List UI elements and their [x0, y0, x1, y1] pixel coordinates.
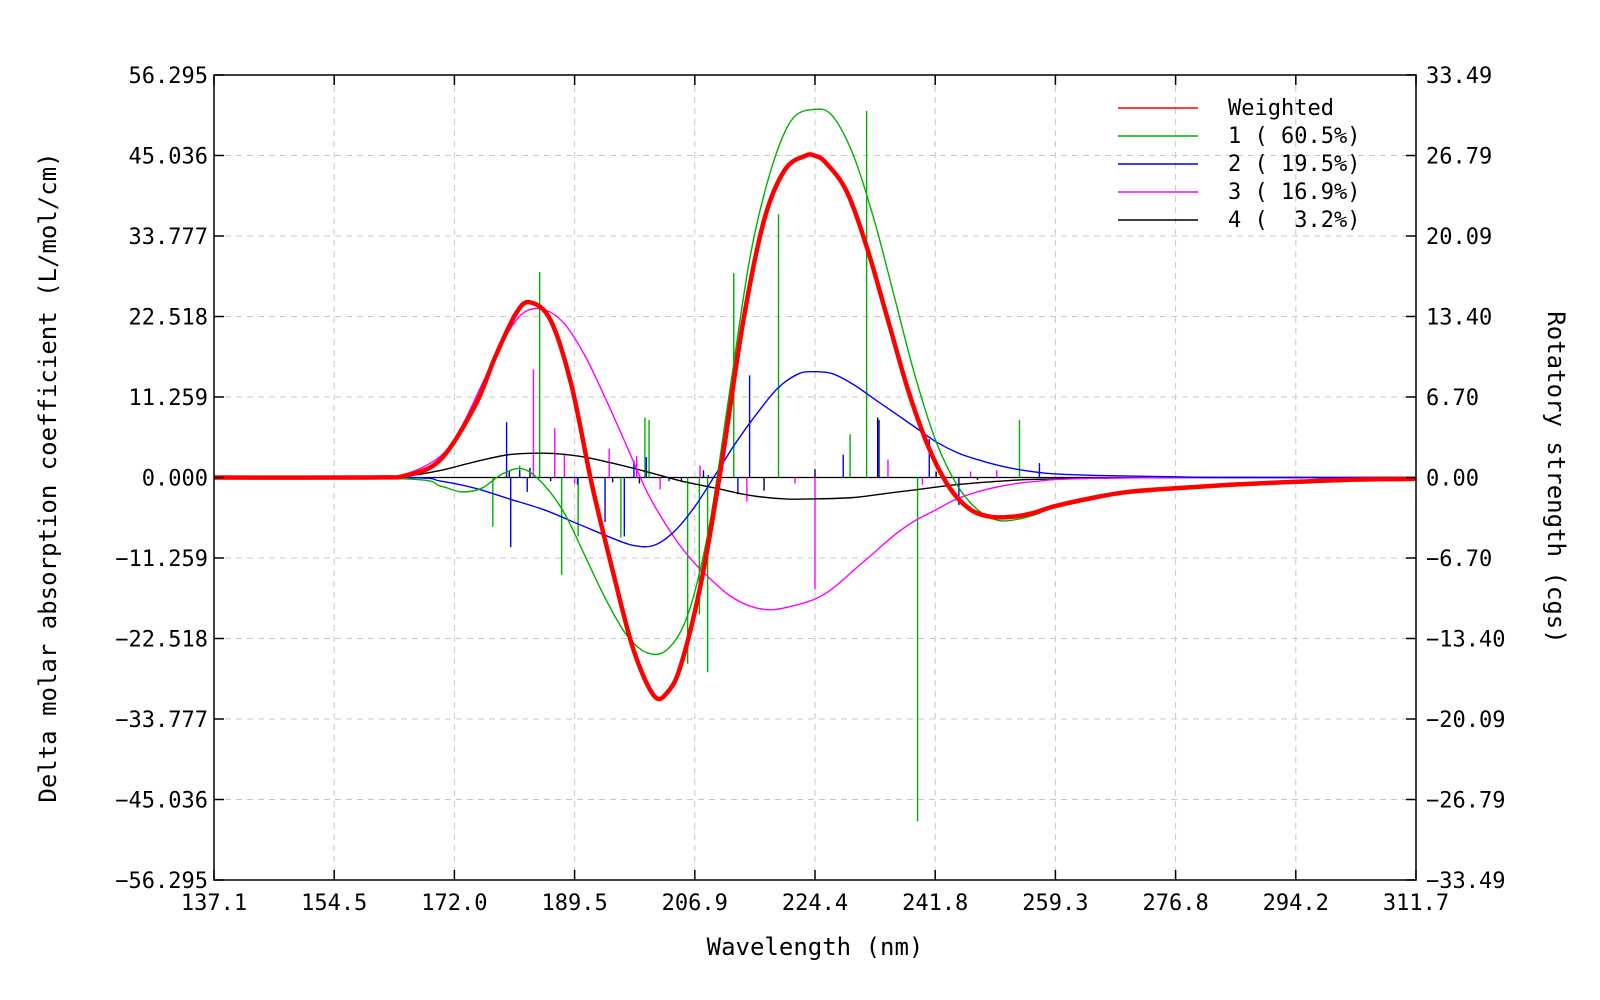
- y2-tick-label: 6.70: [1426, 386, 1479, 411]
- y2-tick-label: −13.40: [1426, 628, 1505, 653]
- y2-tick-label: −26.79: [1426, 789, 1505, 814]
- x-tick-label: 172.0: [421, 891, 487, 916]
- x-tick-label: 189.5: [541, 891, 607, 916]
- y-tick-label: 0.000: [142, 467, 208, 492]
- x-tick-label: 154.5: [301, 891, 367, 916]
- y-tick-label: 33.777: [129, 225, 208, 250]
- x-tick-label: 241.8: [902, 891, 968, 916]
- tick-layer: 137.1 154.5 172.0 189.5 206.9 224.4 241.8 259.3…: [115, 64, 1505, 916]
- y2-axis-title: Rotatory strength (cgs): [1542, 311, 1570, 643]
- y-tick-label: −33.777: [115, 708, 208, 733]
- series-line-c2: [213, 370, 1417, 548]
- y2-tick-label: −20.09: [1426, 708, 1505, 733]
- series-line-weighted: [213, 152, 1417, 702]
- y2-tick-label: 0.00: [1426, 467, 1479, 492]
- curve-layer: [213, 108, 1417, 702]
- x-axis-title: Wavelength (nm): [707, 933, 924, 961]
- y2-tick-label: −33.49: [1426, 869, 1505, 894]
- y-tick-label: −22.518: [115, 628, 208, 653]
- y2-tick-label: −6.70: [1426, 547, 1492, 572]
- x-tick-label: 311.7: [1383, 891, 1449, 916]
- x-tick-label: 276.8: [1142, 891, 1208, 916]
- y2-tick-label: 13.40: [1426, 306, 1492, 331]
- y-axis-title: Delta molar absorption coefficient (L/mo…: [34, 152, 62, 802]
- y-tick-label: −11.259: [115, 547, 208, 572]
- y-tick-label: 56.295: [129, 64, 208, 89]
- x-tick-label: 224.4: [782, 891, 848, 916]
- legend: Weighted 1 ( 60.5%) 2 ( 19.5%) 3 ( 16.9%) 4 …: [1118, 96, 1360, 233]
- x-tick-label: 294.2: [1263, 891, 1329, 916]
- series-line-c4: [213, 452, 1417, 500]
- x-tick-label: 206.9: [662, 891, 728, 916]
- x-tick-label: 137.1: [181, 891, 247, 916]
- y-tick-label: 45.036: [129, 145, 208, 170]
- x-tick-label: 259.3: [1022, 891, 1088, 916]
- legend-label-weighted: Weighted: [1228, 96, 1334, 121]
- y-tick-label: −45.036: [115, 789, 208, 814]
- y2-tick-label: 33.49: [1426, 64, 1492, 89]
- legend-label-c2: 2 ( 19.5%): [1228, 152, 1360, 177]
- legend-label-c3: 3 ( 16.9%): [1228, 180, 1360, 205]
- legend-label-c1: 1 ( 60.5%): [1228, 124, 1360, 149]
- y-tick-label: 22.518: [129, 306, 208, 331]
- y2-tick-label: 20.09: [1426, 225, 1492, 250]
- y-tick-label: 11.259: [129, 386, 208, 411]
- legend-label-c4: 4 ( 3.2%): [1228, 208, 1360, 233]
- y-tick-label: −56.295: [115, 869, 208, 894]
- y2-tick-label: 26.79: [1426, 145, 1492, 170]
